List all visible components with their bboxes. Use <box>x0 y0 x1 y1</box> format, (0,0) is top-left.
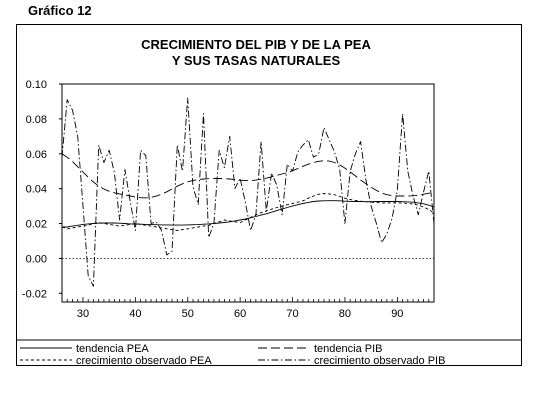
chart-frame <box>16 24 522 366</box>
x-tick-label: 50 <box>182 308 194 320</box>
series-line-3 <box>61 97 435 287</box>
legend-label-3: crecimiento observado PIB <box>314 355 445 367</box>
y-tick-label: 0.04 <box>26 184 47 196</box>
series-line-0 <box>62 200 435 228</box>
x-tick-label: 70 <box>286 308 298 320</box>
y-tick-label: 0.06 <box>26 149 47 161</box>
x-tick-label: 60 <box>234 308 246 320</box>
series-line-2 <box>61 193 435 231</box>
chart-title-line-2: Y SUS TASAS NATURALES <box>172 53 341 68</box>
y-tick-label: -0.02 <box>22 288 47 300</box>
x-tick-label: 90 <box>391 308 403 320</box>
legend-label-2: crecimiento observado PEA <box>76 355 212 367</box>
y-tick-label: 0.10 <box>26 79 47 91</box>
y-tick-label: 0.00 <box>26 253 47 265</box>
legend-label-1: tendencia PIB <box>314 343 383 355</box>
plot-area <box>61 83 435 303</box>
x-tick-label: 80 <box>339 308 351 320</box>
x-tick-label: 30 <box>77 308 89 320</box>
series-line-1 <box>61 153 435 199</box>
legend-label-0: tendencia PEA <box>76 343 149 355</box>
series-group <box>61 97 435 287</box>
y-tick-label: 0.02 <box>26 219 47 231</box>
page-label: Gráfico 12 <box>28 3 92 18</box>
y-axis: 0.10 0.08 0.06 0.04 0.02 0.00 -0.02 <box>22 79 62 300</box>
y-tick-label: 0.08 <box>26 114 47 126</box>
chart-title-line-1: CRECIMIENTO DEL PIB Y DE LA PEA <box>141 37 371 52</box>
x-tick-label: 40 <box>129 308 141 320</box>
x-axis: 30 40 50 60 70 80 90 <box>61 297 435 320</box>
